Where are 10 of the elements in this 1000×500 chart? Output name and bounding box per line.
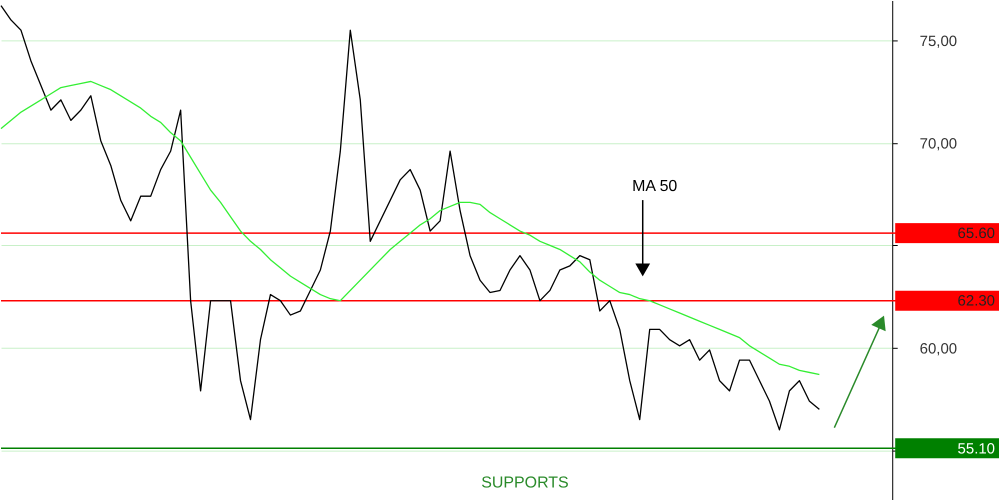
annotation: MA 50 [632,178,678,196]
y-tick-label: 75,00 [920,32,958,50]
y-tick-label: 70,00 [920,135,958,152]
annotation: SUPPORTS [481,474,569,492]
ref-line-label: 55.10 [958,440,996,458]
line-series [0,4,820,430]
y-tick-label: 60,00 [920,340,958,358]
line-series [0,80,820,376]
ref-line-label: 65.60 [958,225,996,242]
ref-line-label: 62.30 [958,292,996,310]
